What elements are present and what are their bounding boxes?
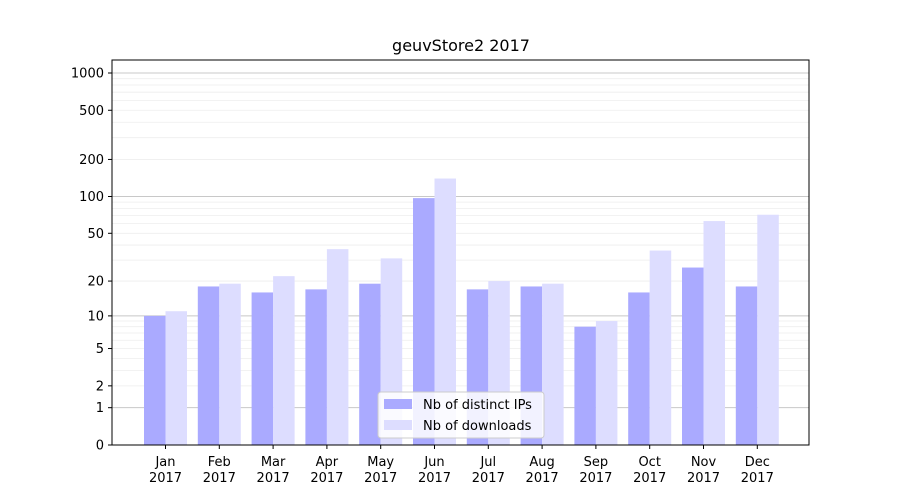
y-tick-label: 1000 [71,67,104,82]
bar-downloads-apr [326,249,349,445]
bar-distinct-ips-feb [197,286,220,445]
x-tick-label-year: 2017 [310,471,343,486]
x-tick-label-month: Apr [316,455,339,470]
x-tick-label-year: 2017 [472,471,505,486]
x-tick-label-year: 2017 [741,471,774,486]
bar-downloads-jun [434,178,456,445]
x-tick-label-month: Mar [261,455,286,470]
y-tick-label: 5 [96,342,104,357]
y-tick-label: 2 [96,379,104,394]
x-tick-label-month: Aug [529,455,554,470]
x-tick-label-month: May [367,455,394,470]
x-tick-label-month: Feb [208,455,231,470]
legend: Nb of distinct IPs Nb of downloads [377,391,545,439]
bar-downloads-jan [165,311,187,445]
bar-distinct-ips-jun [413,198,435,445]
y-tick-label: 200 [79,153,104,168]
x-tick-label-year: 2017 [203,471,236,486]
chart-title: geuvStore2 2017 [392,36,530,55]
y-tick-label: 50 [87,227,104,242]
y-tick-label: 0 [96,439,104,454]
legend-swatch-downloads [384,420,412,430]
x-axis: Jan2017Feb2017Mar2017Apr2017May2017Jun20… [149,445,774,486]
bar-downloads-sep [595,321,618,445]
x-tick-label-year: 2017 [257,471,290,486]
bar-distinct-ips-nov [682,267,704,445]
legend-label-downloads: Nb of downloads [423,419,532,434]
x-tick-label-month: Nov [691,455,717,470]
y-tick-label: 20 [87,275,104,290]
bar-distinct-ips-jan [144,315,166,445]
bar-downloads-oct [649,250,672,445]
bar-downloads-nov [703,221,725,445]
y-tick-label: 500 [79,104,104,119]
x-tick-label-month: Jun [423,455,444,470]
y-tick-label: 10 [87,309,104,324]
x-tick-label-year: 2017 [687,471,720,486]
legend-swatch-distinct-ips [384,399,412,409]
x-tick-label-year: 2017 [579,471,612,486]
bar-downloads-dec [757,214,779,445]
bar-distinct-ips-dec [735,286,758,445]
x-tick-label-month: Jan [154,455,175,470]
bar-distinct-ips-may [359,283,381,445]
y-tick-label: 1 [96,401,104,416]
bars [144,178,779,445]
plot-frame [111,59,810,446]
x-tick-label-month: Oct [638,455,660,470]
x-tick-label-year: 2017 [526,471,559,486]
bar-distinct-ips-mar [251,292,274,445]
y-tick-label: 100 [79,190,104,205]
x-tick-label-year: 2017 [418,471,451,486]
x-tick-label-year: 2017 [633,471,666,486]
x-tick-label-year: 2017 [364,471,397,486]
bar-distinct-ips-apr [305,289,327,445]
legend-label-distinct-ips: Nb of distinct IPs [423,398,532,413]
x-tick-label-year: 2017 [149,471,182,486]
y-axis: 0 1 2 5 10 20 50 100 200 500 1000 [71,67,112,454]
legend-box [377,391,545,439]
bar-distinct-ips-oct [628,292,650,445]
bar-downloads-feb [219,283,241,445]
x-tick-label-month: Jul [479,455,496,470]
x-tick-label-month: Dec [745,455,770,470]
bar-downloads-aug [542,283,564,445]
x-tick-label-month: Sep [584,455,609,470]
bar-distinct-ips-sep [574,326,596,445]
bar-downloads-mar [273,276,295,445]
